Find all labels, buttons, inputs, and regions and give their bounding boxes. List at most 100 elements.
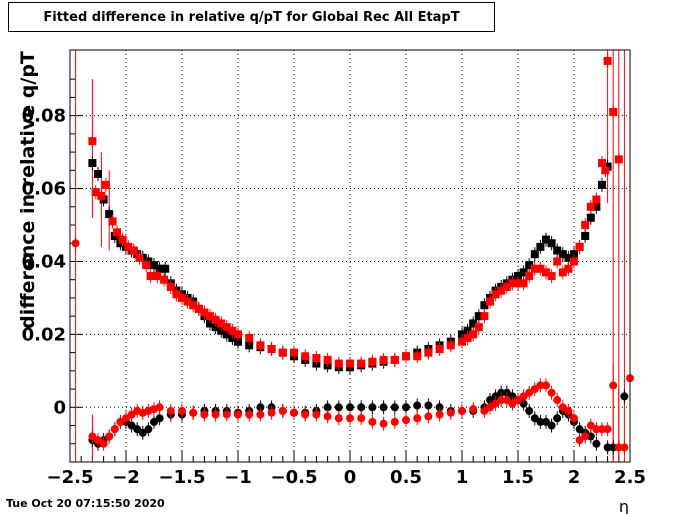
- data-point-1: [178, 293, 186, 302]
- data-point-3: [278, 406, 287, 415]
- data-point-1: [97, 191, 106, 200]
- data-point-0: [536, 242, 545, 251]
- data-point-0: [463, 326, 472, 335]
- data-point-1: [172, 290, 181, 299]
- data-point-1: [301, 352, 310, 361]
- data-point-1: [463, 334, 472, 343]
- data-point-0: [469, 319, 478, 328]
- data-point-3: [379, 419, 388, 428]
- data-point-2: [379, 403, 388, 412]
- y-tick-label: 0.04: [22, 251, 66, 272]
- data-point-2: [346, 403, 354, 412]
- data-point-0: [598, 180, 606, 189]
- data-point-1: [469, 330, 478, 339]
- data-point-3: [424, 412, 433, 421]
- data-point-3: [71, 239, 80, 248]
- data-point-3: [357, 414, 366, 423]
- data-point-1: [234, 330, 242, 339]
- data-point-3: [323, 412, 332, 421]
- data-point-2: [323, 403, 332, 412]
- data-point-0: [94, 169, 102, 178]
- data-point-1: [142, 261, 151, 270]
- data-point-3: [105, 432, 114, 441]
- data-point-0: [586, 213, 595, 222]
- data-point-1: [101, 180, 110, 189]
- data-point-1: [514, 279, 522, 288]
- data-point-0: [161, 264, 170, 273]
- x-tick-label: −1.5: [159, 467, 206, 488]
- data-point-2: [586, 432, 595, 441]
- data-point-3: [542, 381, 550, 390]
- x-tick-label: 0: [344, 467, 357, 488]
- data-point-1: [525, 272, 534, 281]
- data-point-1: [480, 312, 489, 321]
- data-point-0: [480, 301, 489, 310]
- x-tick-label: 0.5: [390, 467, 422, 488]
- timestamp: Tue Oct 20 07:15:50 2020: [6, 497, 165, 510]
- data-point-2: [497, 388, 506, 397]
- chart-title: Fitted difference in relative q/pT for G…: [43, 10, 460, 25]
- data-point-2: [357, 403, 366, 412]
- data-point-1: [160, 275, 169, 284]
- data-point-0: [458, 330, 466, 339]
- y-tick-label: 0.06: [22, 179, 66, 200]
- data-point-1: [609, 107, 618, 116]
- data-point-1: [413, 352, 422, 361]
- data-point-1: [217, 319, 226, 328]
- data-point-0: [474, 312, 483, 321]
- data-point-3: [603, 425, 612, 434]
- data-point-1: [124, 242, 133, 251]
- y-tick-label: 0: [53, 397, 66, 418]
- data-point-1: [135, 253, 144, 262]
- x-tick-label: 2.5: [614, 467, 646, 488]
- data-point-1: [586, 202, 595, 211]
- data-point-3: [469, 405, 478, 414]
- data-point-3: [189, 408, 198, 417]
- data-point-1: [536, 264, 545, 273]
- data-point-0: [519, 268, 528, 277]
- data-point-3: [346, 414, 354, 423]
- data-point-3: [245, 410, 254, 419]
- data-point-2: [390, 403, 399, 412]
- data-point-1: [614, 155, 623, 164]
- data-point-3: [581, 432, 590, 441]
- data-point-0: [155, 264, 164, 273]
- data-point-1: [146, 272, 155, 281]
- data-point-3: [570, 414, 578, 423]
- data-point-2: [603, 443, 612, 452]
- data-point-1: [570, 257, 578, 266]
- data-point-1: [601, 166, 610, 175]
- data-point-2: [424, 401, 433, 410]
- data-point-3: [290, 408, 298, 417]
- data-point-0: [222, 330, 231, 339]
- data-point-3: [200, 410, 209, 419]
- x-tick-label: −2: [112, 467, 140, 488]
- data-point-1: [379, 355, 388, 364]
- plot-frame: [69, 49, 631, 463]
- data-point-1: [446, 341, 455, 350]
- data-point-1: [474, 323, 483, 332]
- data-point-2: [402, 403, 410, 412]
- x-tick-label: 1: [456, 467, 469, 488]
- data-point-0: [581, 231, 590, 240]
- data-point-0: [592, 202, 601, 211]
- data-point-3: [446, 408, 455, 417]
- data-point-3: [312, 410, 321, 419]
- data-point-0: [228, 334, 237, 343]
- data-point-3: [110, 425, 119, 434]
- data-point-1: [390, 355, 399, 364]
- data-point-1: [200, 308, 209, 317]
- data-point-0: [547, 239, 556, 248]
- data-point-1: [323, 355, 332, 364]
- data-point-3: [592, 425, 601, 434]
- data-point-3: [99, 439, 108, 448]
- data-point-0: [88, 159, 97, 168]
- data-point-1: [222, 323, 231, 332]
- data-point-1: [581, 221, 590, 230]
- data-point-0: [558, 250, 567, 259]
- data-point-1: [228, 326, 237, 335]
- data-point-1: [502, 282, 511, 291]
- data-point-3: [402, 416, 410, 425]
- data-point-3: [413, 414, 422, 423]
